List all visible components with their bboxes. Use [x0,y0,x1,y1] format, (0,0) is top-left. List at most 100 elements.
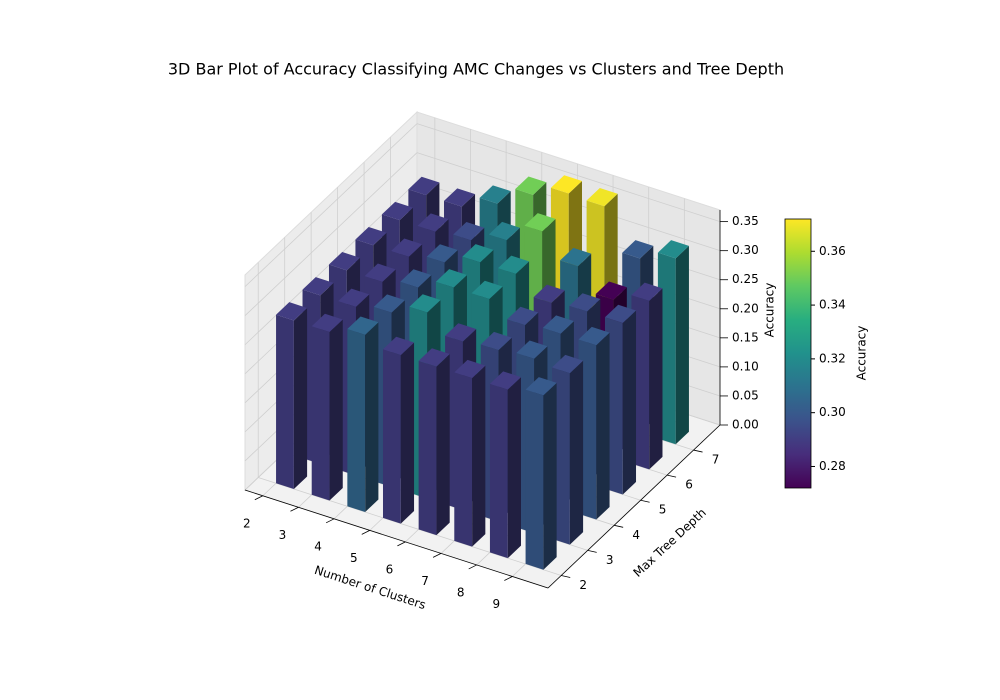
bar [631,282,663,470]
bar-top [480,331,512,351]
bar-top [542,315,574,334]
bar-top [302,277,334,296]
tick-mark [587,549,597,553]
bar-top [498,255,530,274]
bar-top [515,176,547,195]
bar [418,348,450,536]
tick-mark [254,495,264,501]
y-tick-label: 3 [606,553,614,567]
bar [276,302,308,489]
y-tick-label: 7 [712,453,720,467]
bar-side [622,310,637,495]
bar-side [472,365,486,547]
bar [347,316,379,513]
bar [578,326,610,520]
x-tick-label: 2 [243,516,251,530]
z-tick-label: 0.20 [732,301,759,315]
bar-top [355,226,387,246]
bar-side [507,377,521,559]
bar-top [550,175,583,194]
bar-top [479,185,511,204]
bar-top [489,371,521,390]
bar-side [543,382,557,570]
bar-top [578,326,610,346]
bar-top [552,354,584,374]
bar-top [400,269,432,288]
tick-mark [614,524,624,528]
bar-top [595,281,627,300]
x-tick-label: 7 [421,574,429,588]
tick-mark [325,518,335,524]
bar-top [516,340,548,359]
x-tick-label: 3 [279,528,287,542]
bar-front [311,326,330,501]
y-axis-label: Max Tree Depth [631,505,709,579]
y-tick-label: 6 [685,478,693,492]
bar-top [426,244,458,263]
bar-side [569,360,584,545]
bar [657,240,689,445]
bar-top [462,244,494,263]
y-tick-label: 4 [632,528,640,542]
z-tick-label: 0.00 [732,418,759,432]
x-tick-label: 8 [457,585,465,599]
bar-top [444,188,476,207]
y-axis-line [547,424,721,589]
bar-top [507,306,539,326]
z-tick-label: 0.30 [732,243,759,257]
x-tick-label: 4 [314,539,322,553]
bar-front [418,360,437,536]
tick-mark [666,474,677,478]
x-tick-label: 6 [386,562,394,576]
bar-top [560,247,592,267]
bar-top [622,240,654,259]
x-tick-label: 5 [350,551,358,565]
bar-front [454,372,473,547]
grid-line [244,152,418,316]
bar [382,336,415,524]
z-tick-label: 0.35 [732,214,759,228]
bar-top [364,263,396,282]
bar-side [293,307,308,489]
grid-line [244,123,418,287]
bar [525,377,557,570]
bar-top [391,238,423,257]
colorbar-tick-label: 0.28 [819,459,846,473]
tick-mark [693,449,703,453]
colorbar-label: Accuracy [855,326,869,381]
bar-top [417,213,449,232]
bar-top [311,313,343,333]
bar-top [381,201,413,221]
y-tick-label: 5 [659,503,667,517]
bar-top [586,187,618,207]
bar-top [454,359,486,379]
bar-front [489,383,508,559]
z-axis-label: Accuracy [763,283,777,338]
bar-top [373,294,405,313]
colorbar-tick-label: 0.32 [819,351,846,365]
x-axis-label: Number of Clusters [313,563,428,612]
colorbar-tick-label: 0.34 [819,298,846,312]
bar-top [276,302,308,321]
x-tick-label: 9 [493,597,501,611]
bar-top [657,240,689,259]
bar-top [328,252,361,271]
bar-side [329,319,343,501]
bar [552,354,584,545]
bar-side [365,322,379,513]
colorbar-tick-label: 0.30 [819,405,846,419]
bar-top [382,336,415,356]
bar-top [524,213,556,232]
bar-top [471,280,503,300]
y-tick-label: 2 [579,578,587,592]
bar-top [408,176,440,196]
bar-side [649,288,663,470]
tick-mark [468,564,477,570]
bar-top [338,288,370,307]
tick-mark [561,575,571,578]
bar-top [445,323,477,342]
tick-mark [432,553,442,558]
z-tick-label: 0.15 [732,330,759,344]
tick-mark [504,576,513,581]
